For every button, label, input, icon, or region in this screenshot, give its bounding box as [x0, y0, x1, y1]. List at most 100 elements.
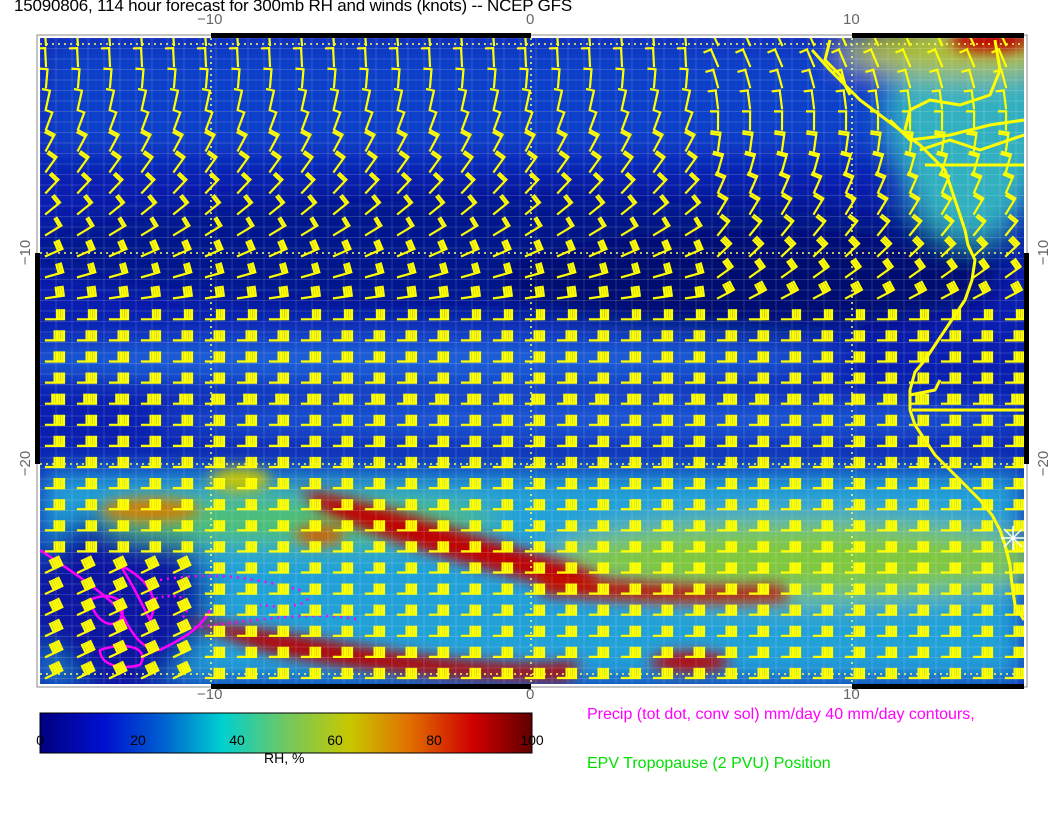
wind-barb — [332, 478, 354, 490]
wind-barb — [108, 541, 130, 553]
africa-west-coast — [810, 48, 1024, 621]
wind-barb — [844, 625, 866, 637]
wind-barb — [44, 618, 64, 638]
wind-barb — [876, 330, 898, 342]
wind-barb — [777, 38, 784, 47]
wind-barb — [876, 257, 895, 279]
wind-barb — [908, 520, 930, 532]
wind-barb — [140, 499, 162, 511]
wind-barb — [716, 625, 738, 637]
wind-barb — [716, 541, 738, 553]
wind-barb — [204, 330, 226, 342]
wind-barbs — [40, 38, 1024, 680]
wind-barb — [652, 499, 674, 511]
wind-barb — [844, 499, 866, 511]
wind-barb — [172, 435, 194, 447]
wind-barb — [1004, 235, 1021, 258]
wind-barb — [812, 520, 834, 532]
wind-barb — [1004, 213, 1019, 237]
wind-barb — [588, 216, 607, 237]
wind-barb — [172, 618, 192, 638]
wind-barb — [652, 604, 674, 616]
wind-barb — [44, 660, 64, 680]
wind-barb — [620, 150, 635, 174]
wind-barb — [940, 213, 955, 237]
wind-barb — [684, 562, 706, 574]
wind-barb — [428, 393, 450, 405]
wind-barb — [172, 351, 194, 363]
wind-barb — [135, 67, 145, 89]
wind-barb — [524, 520, 546, 532]
wind-barb — [710, 130, 722, 152]
wind-barb — [132, 46, 144, 68]
wind-barb — [684, 625, 706, 637]
wind-barb — [876, 562, 898, 574]
wind-barb — [588, 583, 610, 595]
wind-barb — [652, 646, 674, 658]
wind-barb — [44, 285, 66, 300]
wind-barb — [897, 68, 912, 89]
wind-barb — [1004, 435, 1024, 447]
wind-barb — [844, 414, 866, 426]
wind-barb — [585, 87, 596, 110]
wind-barb — [620, 414, 642, 426]
wind-barb — [716, 646, 738, 658]
wind-barb — [556, 646, 578, 658]
wind-barb — [838, 110, 848, 131]
wind-barb — [940, 520, 962, 532]
wind-barb — [780, 541, 802, 553]
wind-barb — [492, 435, 514, 447]
wind-barb — [812, 456, 834, 469]
wind-barb — [492, 38, 496, 47]
wind-barb — [364, 667, 386, 680]
wind-barb — [780, 625, 802, 637]
wind-barb — [748, 435, 770, 447]
wind-barb — [300, 435, 322, 447]
wind-barb — [396, 625, 418, 637]
wind-barb — [108, 414, 130, 426]
wind-barb — [844, 604, 866, 616]
wind-barb — [332, 414, 354, 426]
wind-barb — [684, 351, 706, 363]
wind-barb — [204, 499, 226, 511]
wind-barb — [524, 562, 546, 574]
wind-barb — [172, 309, 194, 321]
wind-barb — [588, 646, 610, 658]
wind-barb — [806, 110, 816, 131]
wind-barb — [268, 309, 290, 321]
wind-barb — [428, 285, 450, 300]
wind-barb — [1004, 499, 1024, 511]
wind-barb — [76, 520, 98, 532]
wind-barb — [844, 583, 866, 595]
wind-barb — [553, 87, 564, 110]
wind-barb — [684, 38, 688, 47]
wind-barb — [780, 393, 802, 405]
wind-barb — [364, 520, 386, 532]
wind-barb — [556, 456, 578, 469]
wind-barb — [396, 372, 418, 384]
wind-barb — [364, 478, 386, 490]
wind-barb — [803, 89, 816, 110]
wind-barb — [556, 604, 578, 616]
wind-barb — [236, 646, 258, 658]
wind-barb — [396, 435, 418, 447]
wind-barb — [524, 239, 544, 258]
wind-barb — [748, 414, 770, 426]
wind-barb — [388, 46, 400, 68]
wind-barb — [460, 393, 482, 405]
wind-barb — [492, 667, 514, 680]
wind-barb — [204, 646, 226, 658]
wind-barb — [236, 667, 258, 680]
wind-barb — [108, 309, 130, 321]
wind-barb — [300, 193, 318, 216]
wind-barb — [231, 67, 241, 89]
wind-barb — [876, 351, 898, 363]
wind-barb — [300, 262, 321, 279]
wind-barb — [300, 478, 322, 490]
wind-barb — [300, 541, 322, 553]
wind-barb — [332, 150, 347, 174]
wind-barb — [588, 456, 610, 469]
wind-barb — [684, 435, 706, 447]
wind-barb — [556, 108, 566, 131]
wind-barb — [137, 87, 148, 110]
